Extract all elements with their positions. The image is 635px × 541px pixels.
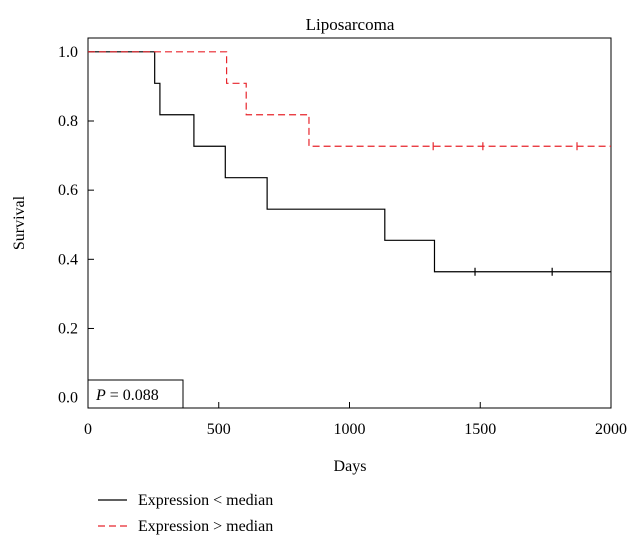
y-tick-label: 1.0: [58, 44, 78, 61]
legend-label-1: Expression > median: [138, 518, 273, 535]
series-layer: [88, 51, 611, 276]
y-tick-label: 0.2: [58, 320, 78, 337]
y-tick-label: 0.0: [58, 390, 78, 407]
p-value: = 0.088: [106, 387, 159, 404]
x-tick-label: 1500: [464, 421, 496, 438]
x-tick-label: 0: [84, 421, 92, 438]
p-value-box: P = 0.088: [87, 379, 184, 409]
y-tick-label: 0.6: [58, 182, 78, 199]
chart-title: Liposarcoma: [306, 15, 395, 34]
plot-frame: [87, 37, 612, 409]
series-line-0: [88, 51, 611, 273]
y-tick-label: 0.4: [58, 251, 78, 268]
series-line-1: [88, 51, 611, 147]
x-axis: 0 500 1000 1500 2000: [84, 402, 627, 438]
legend-label-0: Expression < median: [138, 492, 273, 509]
x-axis-label: Days: [334, 458, 367, 475]
p-symbol: P: [95, 387, 106, 404]
x-tick-label: 500: [207, 421, 231, 438]
legend: Expression < median Expression > median: [98, 492, 273, 535]
p-value-frame: [87, 379, 184, 409]
y-axis-label: Survival: [11, 195, 28, 250]
y-tick-label: 0.8: [58, 113, 78, 130]
x-tick-label: 1000: [334, 421, 366, 438]
x-tick-label: 2000: [595, 421, 627, 438]
p-value-annotation: P = 0.088: [95, 387, 159, 404]
y-axis: 0.0 0.2 0.4 0.6 0.8 1.0: [58, 44, 94, 407]
